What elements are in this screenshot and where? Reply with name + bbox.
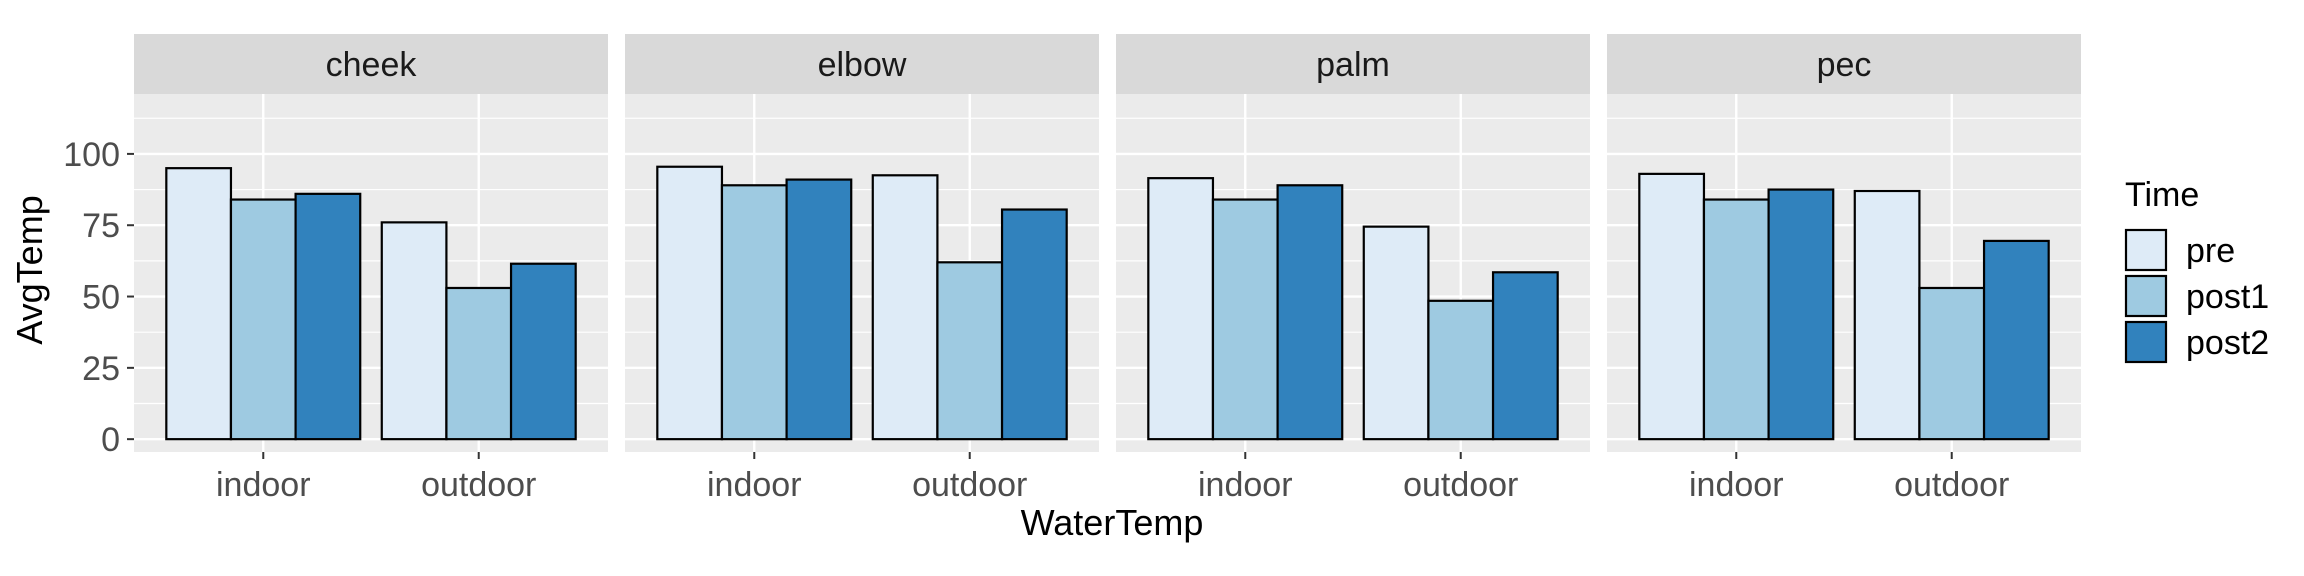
legend-label-pre: pre — [2186, 232, 2235, 270]
bar-pre-outdoor — [380, 221, 448, 441]
bar-pre-outdoor — [871, 174, 939, 441]
facet-strip — [625, 34, 1099, 94]
x-axis-title: WaterTemp — [1021, 502, 1204, 543]
x-tick-label: indoor — [1689, 466, 1784, 504]
facet-panel-pec: pec indoor outdoor — [1607, 34, 2081, 504]
facet-panel-cheek: cheek indoor outdoor — [134, 34, 608, 504]
bar-post2-outdoor — [1491, 271, 1559, 441]
legend-label-post2: post2 — [2186, 324, 2269, 362]
bar-post2-indoor — [294, 192, 362, 441]
facet-strip — [134, 34, 608, 94]
facet-strip-label: palm — [1316, 46, 1390, 84]
bar-post1-outdoor — [1918, 286, 1986, 441]
facet-strip-label: pec — [1817, 46, 1872, 84]
bar-post1-outdoor — [936, 261, 1004, 441]
x-tick-label: outdoor — [421, 466, 536, 504]
bar-post1-indoor — [1702, 198, 1770, 441]
bar-post1-indoor — [1211, 198, 1279, 441]
legend-title: Time — [2125, 176, 2199, 214]
facet-strip — [1116, 34, 1590, 94]
bar-pre-outdoor — [1362, 225, 1430, 441]
bar-post2-indoor — [1767, 188, 1835, 441]
y-tick-label: 50 — [82, 279, 120, 317]
bar-pre-indoor — [656, 165, 724, 441]
y-tick-label: 75 — [82, 207, 120, 245]
legend: Time pre post1 post2 — [2124, 176, 2269, 364]
bar-pre-indoor — [165, 167, 233, 441]
bar-pre-indoor — [1638, 172, 1706, 441]
x-tick-label: outdoor — [1894, 466, 2009, 504]
x-tick-label: outdoor — [912, 466, 1027, 504]
bar-post2-outdoor — [1982, 239, 2050, 441]
facet-strip — [1607, 34, 2081, 94]
bar-post2-outdoor — [509, 262, 577, 441]
bar-post2-outdoor — [1000, 208, 1068, 441]
legend-key-pre — [2124, 228, 2168, 272]
bar-post1-outdoor — [1427, 299, 1495, 441]
facet-strip-label: cheek — [326, 46, 418, 84]
facet-strip-label: elbow — [818, 46, 907, 84]
facet-panel-elbow: elbow indoor outdoor — [625, 34, 1099, 504]
legend-key-post1 — [2124, 274, 2168, 318]
bar-post2-indoor — [1276, 184, 1344, 441]
x-tick-label: outdoor — [1403, 466, 1518, 504]
y-tick-label: 25 — [82, 350, 120, 388]
bar-pre-indoor — [1147, 177, 1215, 441]
bar-pre-outdoor — [1853, 189, 1921, 441]
legend-label-post1: post1 — [2186, 278, 2269, 316]
facet-panel-palm: palm indoor outdoor — [1116, 34, 1590, 504]
bar-post1-outdoor — [445, 286, 513, 441]
y-tick-label: 0 — [101, 421, 120, 459]
bar-post1-indoor — [229, 198, 297, 441]
x-tick-label: indoor — [216, 466, 311, 504]
bar-post2-indoor — [785, 178, 853, 441]
y-axis: 0 25 50 75 100 — [63, 136, 134, 459]
bar-post1-indoor — [720, 184, 788, 441]
y-tick-label: 100 — [63, 136, 120, 174]
y-axis-title: AvgTemp — [9, 195, 50, 344]
x-tick-label: indoor — [1198, 466, 1293, 504]
x-tick-label: indoor — [707, 466, 802, 504]
legend-key-post2 — [2124, 320, 2168, 364]
